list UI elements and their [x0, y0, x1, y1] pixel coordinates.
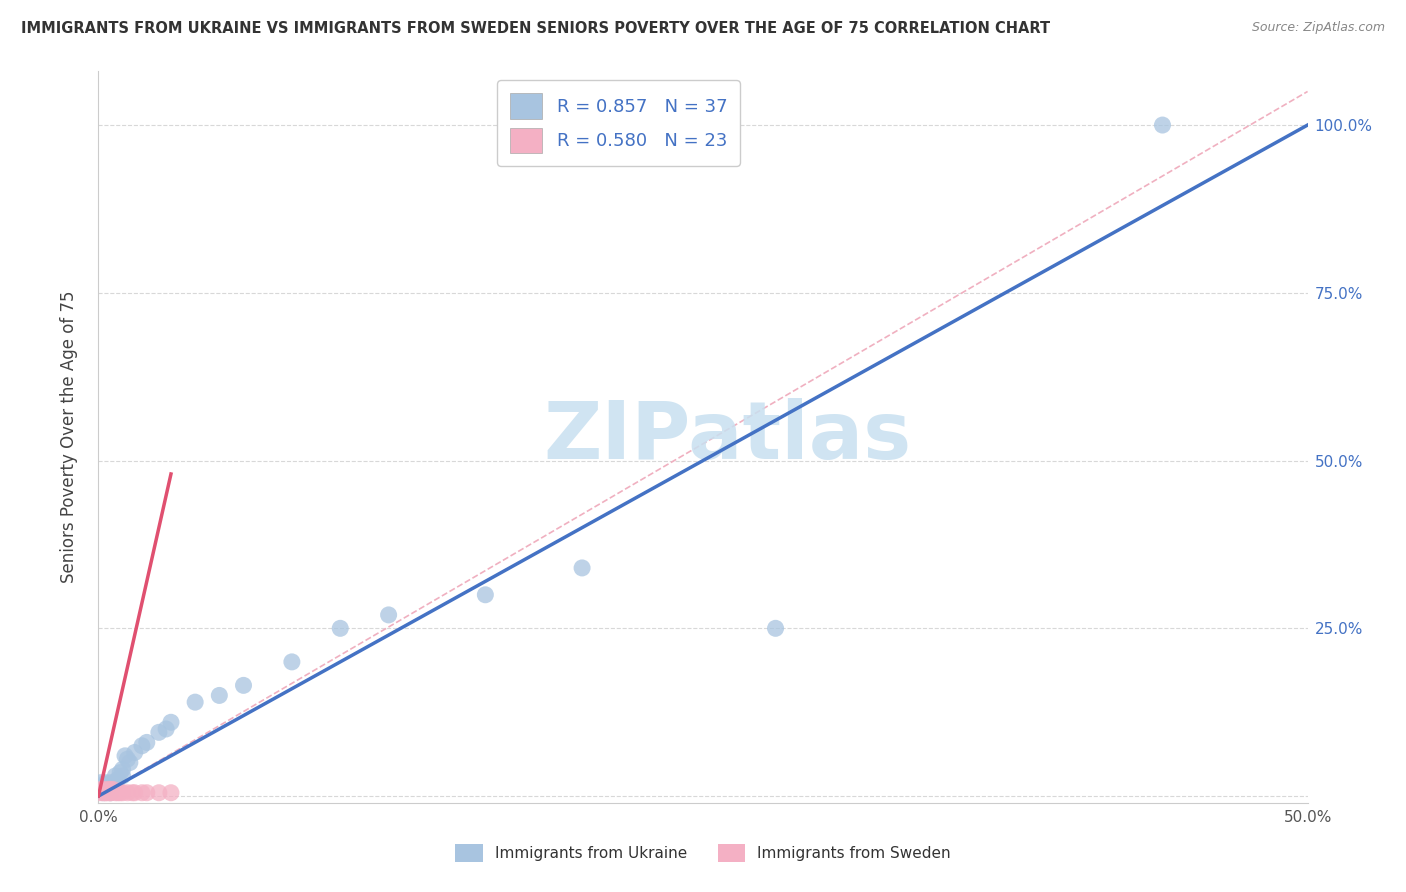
Point — [329, 621, 352, 635]
Point — [131, 739, 153, 753]
Point — [94, 775, 117, 789]
Point — [208, 689, 231, 703]
Point — [377, 607, 399, 622]
Point — [94, 782, 117, 797]
Point — [184, 695, 207, 709]
Point — [135, 735, 157, 749]
Point — [281, 655, 304, 669]
Text: Source: ZipAtlas.com: Source: ZipAtlas.com — [1251, 21, 1385, 34]
Point — [104, 769, 127, 783]
Y-axis label: Seniors Poverty Over the Age of 75: Seniors Poverty Over the Age of 75 — [59, 291, 77, 583]
Point — [100, 786, 122, 800]
Point — [118, 756, 141, 770]
Point — [114, 748, 136, 763]
Point — [148, 786, 170, 800]
Point — [91, 786, 114, 800]
Point — [124, 746, 146, 760]
Point — [94, 786, 117, 800]
Point — [1152, 118, 1174, 132]
Point — [91, 779, 114, 793]
Point — [108, 765, 131, 780]
Point — [97, 782, 120, 797]
Point — [101, 782, 124, 797]
Point — [155, 722, 177, 736]
Point — [100, 775, 122, 789]
Point — [111, 769, 134, 783]
Point — [90, 782, 112, 797]
Point — [135, 786, 157, 800]
Text: IMMIGRANTS FROM UKRAINE VS IMMIGRANTS FROM SWEDEN SENIORS POVERTY OVER THE AGE O: IMMIGRANTS FROM UKRAINE VS IMMIGRANTS FR… — [21, 21, 1050, 36]
Point — [160, 786, 183, 800]
Point — [111, 786, 134, 800]
Point — [117, 752, 139, 766]
Point — [474, 588, 496, 602]
Point — [111, 762, 134, 776]
Point — [97, 786, 120, 800]
Point — [100, 782, 122, 797]
Point — [90, 782, 112, 797]
Point — [101, 779, 124, 793]
Point — [124, 786, 146, 800]
Point — [100, 786, 122, 800]
Point — [232, 678, 254, 692]
Point — [148, 725, 170, 739]
Point — [571, 561, 593, 575]
Point — [104, 775, 127, 789]
Point — [160, 715, 183, 730]
Point — [97, 779, 120, 793]
Point — [131, 786, 153, 800]
Point — [121, 786, 143, 800]
Point — [100, 782, 122, 797]
Point — [91, 786, 114, 800]
Point — [97, 782, 120, 797]
Legend: Immigrants from Ukraine, Immigrants from Sweden: Immigrants from Ukraine, Immigrants from… — [449, 838, 957, 868]
Text: ZIPatlas: ZIPatlas — [543, 398, 911, 476]
Point — [108, 786, 131, 800]
Point — [94, 786, 117, 800]
Point — [117, 786, 139, 800]
Point — [765, 621, 787, 635]
Point — [90, 775, 112, 789]
Point — [100, 786, 122, 800]
Point — [91, 782, 114, 797]
Point — [107, 786, 129, 800]
Point — [90, 786, 112, 800]
Point — [104, 786, 127, 800]
Point — [107, 772, 129, 787]
